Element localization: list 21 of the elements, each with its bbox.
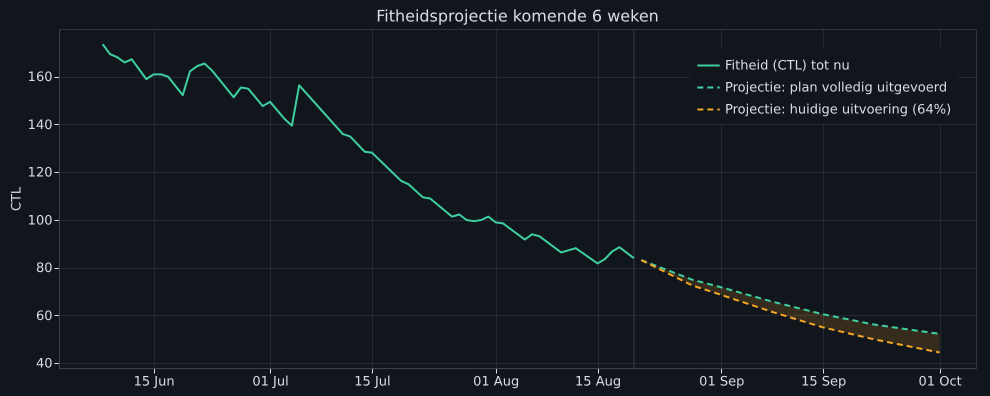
y-tick-label: 160 [28,70,52,86]
y-tick-label: 80 [36,261,52,276]
x-tick-label: 15 Sep [801,374,846,390]
x-tick-label: 15 Jun [134,374,175,390]
x-tick-label: 01 Aug [473,374,520,390]
y-tick-label: 100 [28,213,52,228]
legend-label: Projectie: plan volledig uitgevoerd [725,80,948,96]
y-tick-label: 120 [28,166,52,181]
legend-label: Fitheid (CTL) tot nu [725,58,850,74]
x-tick-label: 15 Aug [575,374,622,390]
chart-title: Fitheidsprojectie komende 6 weken [376,6,659,26]
line-series [102,43,635,264]
y-tick-label: 140 [28,118,52,133]
x-tick-label: 01 Jul [252,374,289,390]
y-tick-label: 60 [36,308,52,324]
legend-label: Projectie: huidige uitvoering (64%) [725,102,952,118]
x-tick-label: 01 Oct [918,374,962,390]
y-tick-label: 40 [36,356,52,372]
y-axis-title: CTL [10,186,25,212]
x-tick-label: 15 Jul [354,374,391,390]
x-tick-label: 01 Sep [699,374,744,390]
